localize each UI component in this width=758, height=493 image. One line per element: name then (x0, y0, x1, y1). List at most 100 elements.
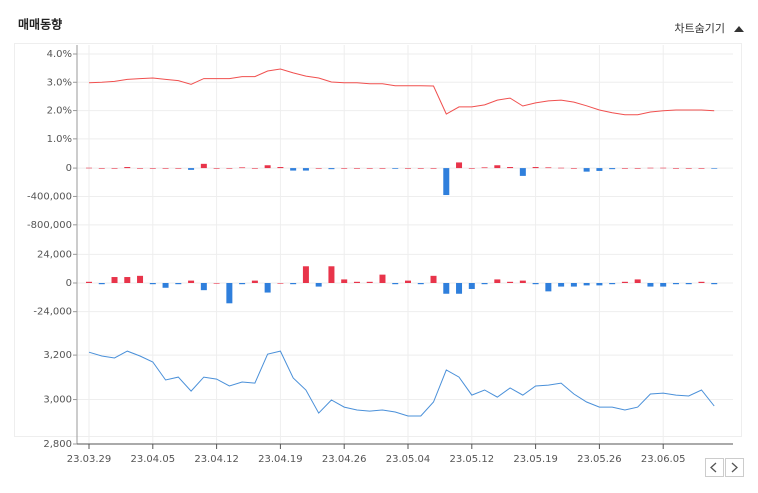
prev-button[interactable] (705, 458, 724, 477)
bar (200, 163, 207, 169)
bar (264, 283, 271, 293)
x-tick-label: 23.05.19 (513, 454, 558, 465)
prev-icon[interactable] (710, 462, 717, 473)
y-tick-label: 0 (66, 278, 72, 289)
bar (302, 168, 309, 171)
line-series (88, 68, 715, 116)
x-tick-label: 23.04.19 (258, 454, 303, 465)
bar (570, 283, 577, 287)
bar (507, 167, 514, 169)
y-tick-label: 3,000 (43, 395, 72, 406)
bar (545, 283, 552, 292)
bar (660, 167, 667, 169)
y-tick-label: 24,000 (37, 249, 72, 260)
bar (481, 283, 488, 285)
bar (392, 283, 399, 285)
bar (188, 280, 195, 283)
bar (124, 167, 131, 169)
bar (200, 283, 207, 291)
bar (456, 162, 463, 169)
next-button[interactable] (725, 458, 744, 477)
x-tick-label: 23.05.12 (450, 454, 495, 465)
bar (583, 283, 590, 286)
bar (545, 167, 552, 169)
x-tick-label: 23.04.05 (131, 454, 176, 465)
bar (660, 283, 667, 287)
bar (251, 280, 258, 283)
x-tick-label: 23.04.26 (322, 454, 367, 465)
bar (353, 168, 360, 169)
bar (175, 283, 182, 285)
bar (621, 281, 628, 283)
bar (251, 168, 258, 169)
bar (570, 168, 577, 169)
toggle-chart[interactable]: 차트숨기기 (674, 22, 725, 35)
y-tick-label: 2,800 (43, 439, 72, 450)
bar (647, 167, 654, 169)
bar (672, 168, 679, 169)
bar (98, 283, 105, 285)
bar (417, 168, 424, 169)
bar (98, 168, 105, 169)
bar (634, 279, 641, 283)
bar (277, 167, 284, 169)
bar (239, 167, 246, 169)
bar (532, 167, 539, 169)
bar (468, 283, 475, 289)
next-icon[interactable] (731, 462, 738, 473)
y-tick-label: -400,000 (27, 191, 72, 202)
y-tick-label: 3.0% (47, 77, 72, 88)
bar (239, 283, 246, 285)
bar (494, 279, 501, 283)
bar (583, 168, 590, 172)
bar (111, 168, 118, 169)
bar (430, 168, 437, 169)
bar (507, 281, 514, 283)
bar (290, 168, 297, 171)
bar (353, 281, 360, 283)
bar (111, 277, 118, 283)
bar (137, 168, 144, 169)
bar (711, 283, 718, 285)
bar (328, 168, 335, 170)
bar (468, 168, 475, 169)
bar (443, 168, 450, 196)
x-tick-label: 23.05.04 (386, 454, 431, 465)
bar (290, 283, 297, 285)
toggle-arrow[interactable] (734, 26, 744, 32)
bar (86, 167, 92, 169)
bar (188, 168, 195, 170)
y-tick-label: 2.0% (47, 106, 72, 117)
bar (519, 280, 526, 283)
bar (315, 283, 322, 287)
bar (341, 168, 348, 169)
bar (443, 283, 450, 294)
bar (379, 168, 386, 169)
y-tick-label: -24,000 (33, 307, 72, 318)
bar (315, 168, 322, 169)
bar (162, 283, 169, 288)
bar (456, 283, 463, 294)
bar (277, 283, 284, 284)
y-tick-label: 1.0% (47, 134, 72, 145)
x-tick-label: 23.04.12 (194, 454, 239, 465)
bar (558, 167, 565, 169)
bar (609, 168, 616, 170)
bar (149, 283, 156, 285)
line-series (88, 350, 715, 417)
bar (213, 283, 220, 284)
bar (532, 283, 539, 285)
bar (596, 283, 603, 286)
bar (213, 168, 220, 169)
x-tick-label: 23.05.26 (577, 454, 622, 465)
bar (328, 266, 335, 283)
bar (417, 283, 424, 285)
bar (596, 168, 603, 171)
bar (366, 281, 373, 283)
bar (405, 168, 411, 169)
bar (430, 275, 437, 283)
y-tick-label: 4.0% (47, 49, 72, 60)
bar (685, 283, 692, 285)
bar (672, 283, 679, 285)
